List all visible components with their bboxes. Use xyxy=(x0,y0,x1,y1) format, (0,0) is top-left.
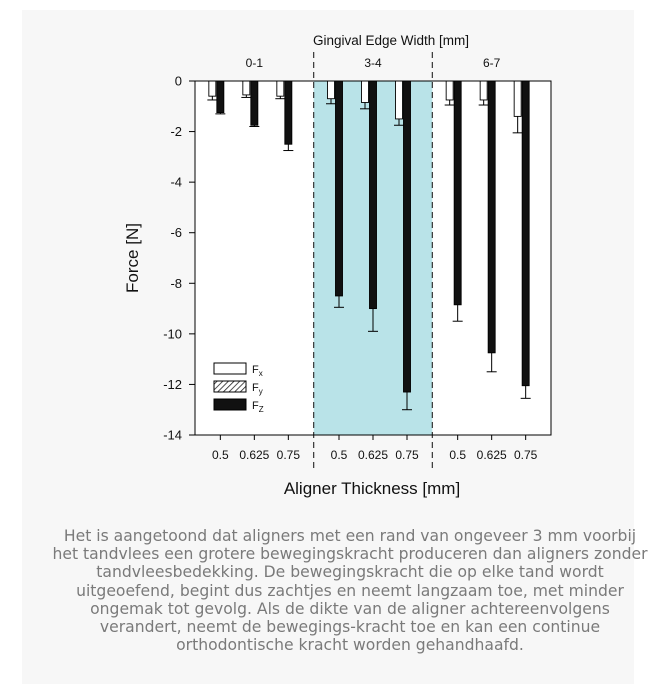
x-tick-label: 0.625 xyxy=(239,448,269,462)
legend-label-f_y: Fy xyxy=(252,382,263,396)
bar-f_z xyxy=(403,80,411,393)
y-tick-label: 0 xyxy=(175,74,182,89)
bar-f_z xyxy=(521,80,530,387)
x-tick-label: 0.75 xyxy=(277,448,301,462)
bar-f_z xyxy=(216,80,225,114)
x-axis-label: Aligner Thickness [mm] xyxy=(284,479,460,498)
y-tick-label: -2 xyxy=(170,124,182,139)
group-label: 6-7 xyxy=(483,56,501,70)
bar-f_z xyxy=(284,80,293,145)
plot-border xyxy=(194,80,552,436)
legend-swatch-f_x xyxy=(213,362,247,375)
bar-f_x xyxy=(445,80,454,101)
y-tick-label: -4 xyxy=(170,175,182,190)
bar-f_x xyxy=(276,80,285,97)
legend-label-f_x: Fx xyxy=(252,364,263,378)
bar-f_x xyxy=(395,80,403,120)
bar-f_x xyxy=(479,80,488,101)
y-tick-label: -12 xyxy=(163,377,182,392)
x-tick-label: 0.625 xyxy=(358,448,388,462)
bar-f_x xyxy=(242,80,251,96)
y-tick-label: -10 xyxy=(163,326,182,341)
y-tick-label: -8 xyxy=(170,276,182,291)
chart-caption: Het is aangetoond dat aligners met een r… xyxy=(52,527,648,655)
bar-f_x xyxy=(513,80,522,117)
bar-f_x xyxy=(361,80,369,103)
x-tick-label: 0.5 xyxy=(449,448,466,462)
content-card: 0-1 0.5 0.625 0.75 3-4 0.5 0.625 0.75 6-7 0.5 0.62… xyxy=(22,10,648,684)
y-axis-label: Force [N] xyxy=(123,223,142,293)
y-tick-label: -6 xyxy=(170,225,182,240)
legend-swatch-f_z xyxy=(213,398,247,411)
x-tick-label: 0.75 xyxy=(395,448,419,462)
x-tick-label: 0.5 xyxy=(331,448,348,462)
chart-top-title: Gingival Edge Width [mm] xyxy=(313,33,469,48)
bar-f_z xyxy=(487,80,496,354)
legend-swatch-f_y xyxy=(213,380,247,393)
bar-f_z xyxy=(250,80,259,126)
x-tick-label: 0.5 xyxy=(212,448,229,462)
bar-f_x xyxy=(208,80,217,97)
bar-f_z xyxy=(453,80,462,306)
legend-label-f_z: FZ xyxy=(252,400,264,414)
x-tick-label: 0.75 xyxy=(514,448,538,462)
y-tick-label: -14 xyxy=(163,428,182,443)
force-bar-chart: 0-1 0.5 0.625 0.75 3-4 0.5 0.625 0.75 6-7 0.5 0.62… xyxy=(123,33,552,498)
group-label: 0-1 xyxy=(246,56,264,70)
group-label: 3-4 xyxy=(364,56,382,70)
bar-f_z xyxy=(335,80,343,297)
bar-f_x xyxy=(327,80,335,100)
x-tick-label: 0.625 xyxy=(477,448,507,462)
bar-f_z xyxy=(369,80,377,310)
